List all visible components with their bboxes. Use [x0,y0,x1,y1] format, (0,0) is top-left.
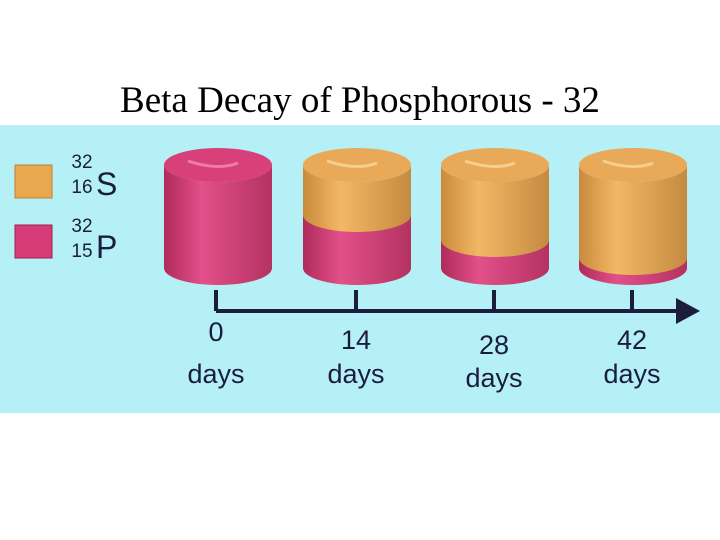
cylinder-top [303,148,411,182]
cylinder-p-part [164,165,272,285]
time-unit: days [465,363,522,393]
time-unit: days [187,359,244,389]
title: Beta Decay of Phosphorous - 32 [120,80,600,121]
cylinder-highlight [187,159,239,168]
legend-swatch-p [14,224,53,259]
atomic-number: 16 [71,177,92,198]
timeline-axis [214,290,685,313]
arrow-head [676,298,700,324]
mass-number: 32 [71,216,92,237]
cylinder-body [579,165,687,285]
cylinder-top [441,148,549,182]
time-value: 42 [617,325,647,355]
legend-swatch-s [14,164,53,199]
cylinder-p-part [303,215,411,285]
cylinder-highlight [464,159,516,168]
cylinder-highlight [326,159,378,168]
element-symbol: P [96,229,117,265]
time-unit: days [603,359,660,389]
element-symbol: S [96,166,117,202]
cylinders [164,148,687,285]
cylinder-p-part [441,240,549,285]
cylinder-p-part [579,258,687,285]
cylinder-top [579,148,687,182]
atomic-number: 15 [71,241,92,262]
time-unit: days [327,359,384,389]
cylinder-highlight [602,159,654,168]
time-value: 0 [208,317,223,347]
mass-number: 32 [71,152,92,173]
cylinder-top [164,148,272,182]
time-value: 14 [341,325,371,355]
time-value: 28 [479,330,509,360]
